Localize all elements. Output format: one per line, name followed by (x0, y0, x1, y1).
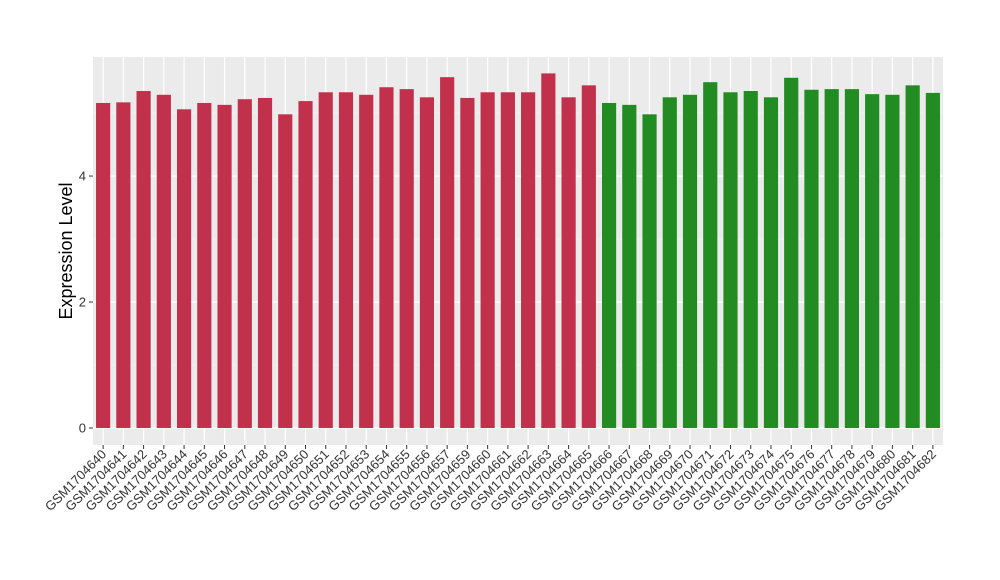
bar (176, 109, 192, 428)
y-tick-label: 4 (79, 169, 86, 184)
bar (521, 92, 536, 428)
bar (784, 77, 799, 428)
bar (703, 82, 718, 428)
bar (500, 92, 515, 428)
bar (480, 92, 495, 428)
bar (197, 102, 212, 428)
bar (257, 97, 273, 428)
bar (440, 77, 455, 428)
bar (298, 101, 313, 428)
bar (156, 94, 171, 428)
bar (723, 92, 738, 428)
bar (925, 92, 940, 428)
y-tick-label: 0 (79, 420, 86, 435)
bar (885, 94, 900, 428)
bar (460, 97, 475, 428)
bar (338, 92, 354, 428)
y-tick-label: 2 (79, 295, 86, 310)
bar (278, 114, 293, 428)
bar (844, 89, 860, 428)
bar (622, 104, 637, 428)
bar (601, 102, 617, 428)
y-axis-title: Expression Level (56, 182, 76, 319)
bar (399, 89, 414, 428)
bar (662, 97, 677, 428)
bar (763, 97, 779, 428)
bar (318, 92, 333, 428)
bar (116, 102, 131, 428)
bar (217, 104, 232, 428)
bar (824, 89, 839, 428)
bar (96, 102, 111, 428)
bar (561, 97, 576, 428)
bar (359, 94, 374, 428)
bar (865, 94, 880, 428)
plot-background (93, 57, 943, 445)
bar (136, 91, 151, 428)
bar (682, 94, 698, 428)
bar (419, 97, 435, 428)
bar (804, 89, 819, 428)
bar (642, 114, 657, 428)
bar (379, 87, 394, 428)
bar (743, 91, 758, 428)
bar (581, 85, 596, 428)
bar (541, 73, 556, 428)
bar (237, 99, 252, 428)
bar (905, 85, 920, 428)
